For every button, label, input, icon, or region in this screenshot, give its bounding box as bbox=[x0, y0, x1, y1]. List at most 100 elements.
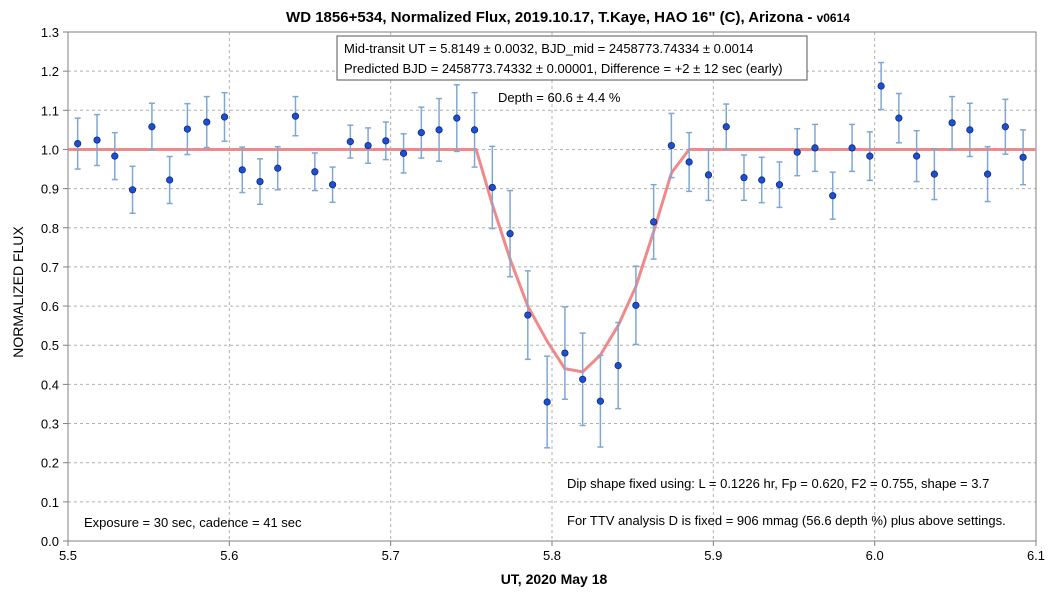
data-marker bbox=[453, 114, 461, 122]
data-marker bbox=[111, 152, 119, 160]
data-marker bbox=[128, 186, 137, 194]
data-marker bbox=[685, 158, 693, 166]
y-tick-label: 0.2 bbox=[41, 456, 59, 471]
data-point bbox=[793, 127, 801, 177]
data-point bbox=[650, 183, 658, 260]
data-marker bbox=[93, 136, 101, 144]
data-point bbox=[632, 265, 640, 346]
y-tick-label: 0.1 bbox=[41, 495, 59, 510]
y-tick-label: 0.8 bbox=[41, 221, 59, 236]
data-marker bbox=[166, 176, 174, 184]
data-marker bbox=[866, 152, 874, 160]
x-tick-label: 6.1 bbox=[1027, 548, 1045, 563]
y-axis-ticks: 0.0 0.1 0.2 0.3 0.4 0.5 0.6 0.7 0.8 0.9 1.0 1.1 1.2 1… bbox=[41, 25, 68, 549]
data-point bbox=[311, 152, 319, 192]
data-point bbox=[274, 145, 282, 191]
data-marker bbox=[291, 112, 300, 120]
y-tick-label: 1.0 bbox=[41, 142, 59, 157]
data-marker bbox=[435, 126, 443, 134]
data-marker bbox=[382, 137, 390, 145]
data-marker bbox=[704, 171, 713, 179]
data-point bbox=[866, 131, 874, 182]
data-point bbox=[93, 113, 101, 167]
data-point bbox=[758, 156, 766, 204]
chart-title-main: WD 1856+534, Normalized Flux, 2019.10.17… bbox=[286, 9, 817, 26]
y-tick-label: 0.6 bbox=[41, 299, 59, 314]
data-point bbox=[543, 355, 551, 449]
data-marker bbox=[399, 149, 408, 157]
data-marker bbox=[328, 181, 337, 189]
chart-title: WD 1856+534, Normalized Flux, 2019.10.17… bbox=[286, 9, 850, 26]
data-marker bbox=[543, 398, 551, 406]
data-point bbox=[913, 129, 921, 183]
data-marker bbox=[667, 141, 675, 150]
data-point bbox=[220, 91, 229, 142]
data-point bbox=[579, 332, 587, 427]
data-marker bbox=[506, 230, 514, 238]
data-marker bbox=[1001, 123, 1009, 131]
data-point bbox=[1019, 129, 1027, 186]
data-marker bbox=[775, 181, 784, 189]
data-point bbox=[740, 154, 748, 202]
data-marker bbox=[740, 174, 748, 182]
x-tick-label: 5.7 bbox=[382, 548, 400, 563]
data-point bbox=[453, 84, 461, 153]
x-tick-label: 5.6 bbox=[220, 548, 238, 563]
data-marker bbox=[220, 113, 229, 121]
data-point bbox=[183, 102, 191, 156]
y-axis-title: NORMALIZED FLUX bbox=[10, 226, 26, 358]
data-marker bbox=[311, 168, 319, 176]
data-point bbox=[685, 131, 693, 193]
data-marker bbox=[650, 218, 658, 226]
data-point bbox=[704, 148, 713, 202]
data-marker bbox=[913, 152, 921, 160]
data-point bbox=[948, 95, 956, 150]
data-marker bbox=[758, 176, 766, 184]
data-point bbox=[596, 354, 605, 448]
x-tick-label: 5.5 bbox=[59, 548, 77, 563]
data-marker bbox=[811, 144, 819, 152]
y-tick-label: 1.3 bbox=[41, 25, 59, 40]
data-point bbox=[364, 127, 372, 164]
data-marker bbox=[930, 170, 938, 178]
data-marker bbox=[966, 126, 974, 134]
data-marker bbox=[203, 118, 211, 126]
data-marker bbox=[848, 144, 856, 152]
y-tick-label: 0.7 bbox=[41, 260, 59, 275]
data-point bbox=[203, 95, 211, 149]
exposure-annotation: Exposure = 30 sec, cadence = 41 sec bbox=[84, 515, 302, 530]
data-point bbox=[877, 61, 885, 111]
y-tick-label: 0.0 bbox=[41, 534, 59, 549]
y-tick-label: 0.3 bbox=[41, 417, 59, 432]
data-point bbox=[811, 123, 819, 173]
data-point bbox=[256, 158, 264, 206]
data-marker bbox=[948, 119, 956, 127]
data-point bbox=[667, 112, 675, 179]
data-point bbox=[1001, 98, 1009, 155]
data-marker bbox=[632, 301, 640, 309]
data-point bbox=[775, 161, 784, 209]
data-point bbox=[848, 123, 856, 173]
transit-info-box bbox=[336, 35, 808, 81]
data-marker bbox=[274, 164, 282, 172]
data-point bbox=[238, 146, 246, 194]
x-tick-label: 5.9 bbox=[704, 548, 722, 563]
data-marker bbox=[722, 123, 730, 131]
data-marker bbox=[346, 138, 354, 146]
data-marker bbox=[524, 311, 532, 319]
transit-info-line-1: Mid-transit UT = 5.8149 ± 0.0032, BJD_mi… bbox=[344, 41, 753, 56]
data-point bbox=[829, 171, 837, 220]
data-marker bbox=[417, 129, 425, 137]
data-point bbox=[128, 165, 137, 215]
data-point bbox=[506, 189, 514, 278]
data-point bbox=[614, 321, 622, 410]
data-marker bbox=[238, 166, 246, 174]
data-point bbox=[895, 92, 903, 144]
data-point bbox=[148, 102, 156, 151]
x-tick-label: 5.8 bbox=[543, 548, 561, 563]
data-point bbox=[983, 145, 992, 203]
data-point bbox=[930, 147, 938, 201]
data-point bbox=[966, 102, 974, 158]
y-tick-label: 0.4 bbox=[41, 377, 59, 392]
data-marker bbox=[256, 177, 264, 186]
